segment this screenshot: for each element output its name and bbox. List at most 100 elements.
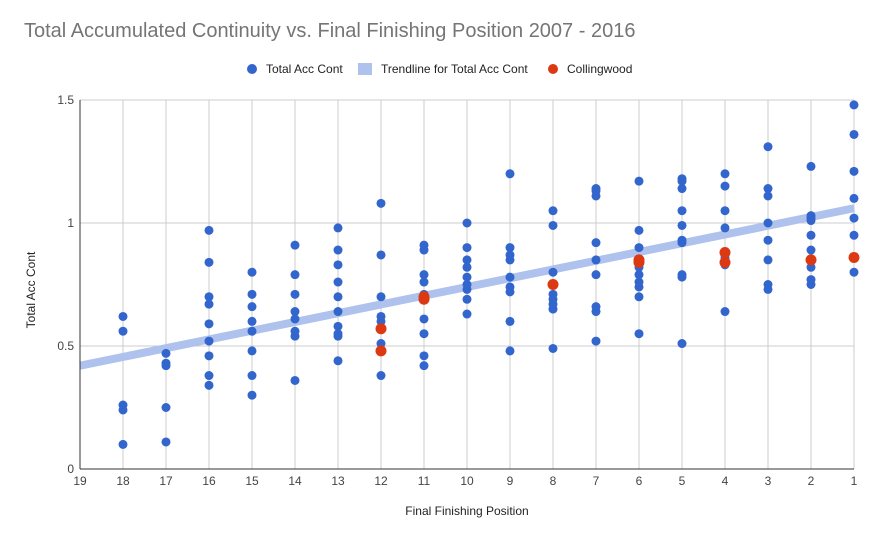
data-point [118,400,128,410]
collingwood-points [375,247,860,357]
data-point [419,361,429,371]
data-point [806,211,816,221]
data-point [376,371,386,381]
y-axis-title: Total Acc Cont [24,251,38,328]
data-point [204,292,214,302]
data-points [118,100,859,449]
data-point [677,174,687,184]
data-point [677,206,687,216]
data-point [591,238,601,248]
data-point [462,262,472,272]
data-point [247,289,257,299]
data-point [290,289,300,299]
data-point [548,206,558,216]
x-tick-label: 19 [73,474,87,488]
data-point [247,326,257,336]
x-tick-label: 15 [245,474,259,488]
data-point [634,243,644,253]
data-point [419,240,429,250]
x-tick-label: 5 [679,474,686,488]
data-point [290,307,300,317]
data-point [591,255,601,265]
data-point [634,176,644,186]
data-point [419,351,429,361]
data-point [634,329,644,339]
data-point [118,311,128,321]
legend-marker-trendline [358,63,372,75]
x-tick-label: 1 [851,474,858,488]
data-point [720,206,730,216]
data-point [333,329,343,339]
data-point [204,225,214,235]
data-point [806,230,816,240]
data-point [462,294,472,304]
data-point [118,439,128,449]
data-point [505,169,515,179]
collingwood-point [375,323,387,335]
data-point [376,292,386,302]
data-point [376,198,386,208]
x-tick-label: 7 [593,474,600,488]
data-point [677,339,687,349]
data-point [763,191,773,201]
collingwood-point [633,254,645,266]
data-point [247,371,257,381]
data-point [333,223,343,233]
x-tick-label: 11 [418,474,431,488]
data-point [290,375,300,385]
data-point [849,129,859,139]
data-point [591,336,601,346]
data-point [505,346,515,356]
data-point [849,166,859,176]
x-tick-label: 4 [722,474,729,488]
data-point [419,314,429,324]
data-point [333,356,343,366]
collingwood-point [719,256,731,268]
y-tick-label: 0 [67,462,74,476]
legend-label-total-acc-cont: Total Acc Cont [266,62,343,76]
data-point [677,270,687,280]
x-tick-label: 2 [808,474,815,488]
tick-labels: 19 18 17 16 15 14 13 12 11 10 9 8 7 6 5 4 3 2 100.511.5 [57,93,857,488]
data-point [462,309,472,319]
x-axis-title: Final Finishing Position [405,504,528,518]
x-tick-label: 18 [116,474,130,488]
x-tick-label: 10 [460,474,474,488]
data-point [462,280,472,289]
data-point [161,403,171,412]
legend-label-collingwood: Collingwood [567,62,632,76]
data-point [548,289,558,299]
data-point [720,307,730,317]
x-tick-label: 8 [550,474,557,488]
data-point [806,161,816,171]
data-point [849,267,859,277]
data-point [290,326,300,336]
x-tick-label: 9 [507,474,514,488]
x-tick-label: 6 [636,474,643,488]
data-point [634,277,644,287]
y-tick-label: 0.5 [57,339,74,353]
data-point [806,275,816,285]
data-point [204,351,214,361]
data-point [161,358,171,368]
data-point [634,270,644,280]
data-point [591,270,601,280]
data-point [677,235,687,245]
legend-marker-collingwood [548,64,558,74]
data-point [720,169,730,179]
data-point [548,343,558,353]
data-point [806,245,816,255]
data-point [376,250,386,260]
collingwood-point [805,254,817,266]
y-tick-label: 1 [67,216,74,230]
data-point [591,184,601,194]
data-point [505,316,515,326]
data-point [548,220,558,230]
legend-marker-total-acc-cont [247,64,257,74]
data-point [677,184,687,194]
data-point [462,243,472,253]
data-point [720,223,730,233]
x-tick-label: 3 [765,474,772,488]
